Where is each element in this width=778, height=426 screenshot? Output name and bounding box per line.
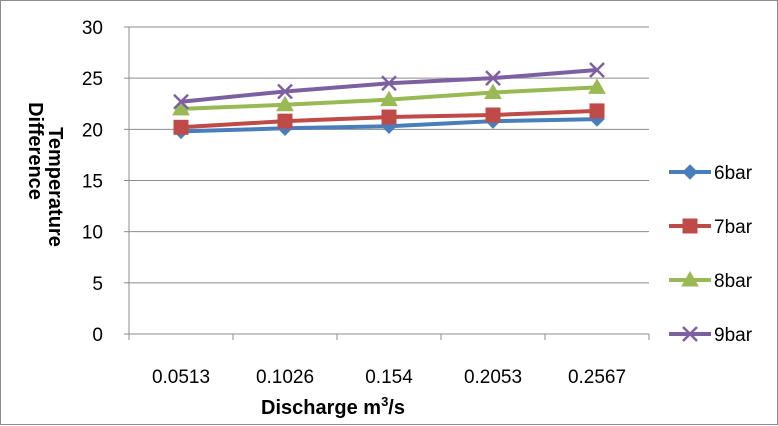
x-tick-label: 0.2053 bbox=[464, 367, 522, 388]
y-axis-title-line1: Temperature bbox=[44, 127, 66, 247]
data-point-9bar bbox=[485, 70, 501, 87]
x-marker-stroke bbox=[485, 70, 501, 87]
y-tick-label: 0 bbox=[92, 325, 103, 346]
x-marker-stroke bbox=[381, 75, 397, 92]
y-tick-label: 30 bbox=[82, 18, 103, 39]
x-marker-stroke bbox=[589, 62, 605, 78]
series-lines bbox=[172, 62, 606, 140]
x-tick-label: 0.0513 bbox=[152, 367, 210, 388]
legend-label: 7bar bbox=[714, 217, 753, 238]
axes: 0 5 10 15 20 25 30 0.0513 0.1026 0.154 0.2053 0.256… bbox=[82, 18, 650, 388]
legend-marker bbox=[682, 326, 698, 342]
legend-marker bbox=[681, 270, 699, 287]
y-tick-label: 20 bbox=[82, 120, 103, 141]
data-point-7bar bbox=[277, 113, 293, 129]
x-marker-stroke bbox=[277, 83, 293, 100]
x-tick-label: 0.1026 bbox=[256, 367, 314, 388]
data-point-9bar bbox=[381, 75, 397, 92]
legend-entry-6bar: 6bar bbox=[669, 163, 753, 184]
data-point-7bar bbox=[173, 119, 189, 135]
x-tick-label: 0.154 bbox=[365, 367, 413, 388]
x-marker-stroke bbox=[682, 326, 698, 342]
data-point-8bar bbox=[484, 83, 502, 99]
y-tick-label: 25 bbox=[82, 69, 103, 90]
legend-entry-9bar: 9bar bbox=[669, 325, 753, 346]
data-point-8bar bbox=[380, 90, 398, 107]
data-point-7bar bbox=[381, 109, 397, 125]
x-marker-stroke bbox=[173, 93, 189, 110]
legend-marker bbox=[682, 164, 698, 180]
data-point-8bar bbox=[276, 95, 294, 112]
x-axis-title: Discharge m3/s bbox=[261, 394, 405, 419]
y-tick-label: 15 bbox=[82, 172, 103, 193]
legend-marker bbox=[682, 218, 698, 234]
x-tick-label: 0.2567 bbox=[568, 367, 626, 388]
data-point-7bar bbox=[485, 107, 501, 123]
y-tick-label: 5 bbox=[92, 274, 103, 295]
legend-entry-8bar: 8bar bbox=[669, 270, 753, 292]
data-point-8bar bbox=[588, 78, 606, 94]
data-point-8bar bbox=[172, 99, 190, 116]
data-point-9bar bbox=[589, 62, 605, 78]
y-tick-label: 10 bbox=[82, 223, 103, 244]
legend-label: 6bar bbox=[714, 163, 753, 184]
data-point-7bar bbox=[589, 103, 605, 119]
legend-label: 9bar bbox=[714, 325, 753, 346]
legend-entry-7bar: 7bar bbox=[669, 217, 753, 238]
data-point-9bar bbox=[173, 93, 189, 110]
y-axis-title-line2: Difference bbox=[24, 102, 46, 200]
data-point-9bar bbox=[277, 83, 293, 100]
legend: 6bar 7bar 8bar 9bar bbox=[669, 163, 753, 346]
legend-label: 8bar bbox=[714, 271, 753, 292]
gridlines bbox=[129, 26, 649, 284]
